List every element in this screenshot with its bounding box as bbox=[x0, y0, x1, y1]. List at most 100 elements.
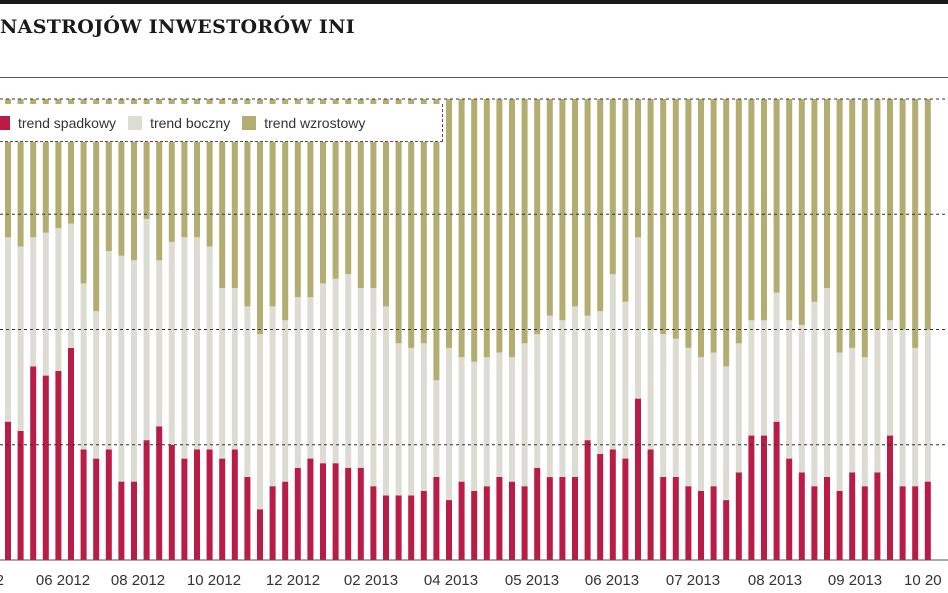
bar-boczny bbox=[622, 301, 629, 459]
bar-wzrostowy bbox=[471, 99, 478, 362]
bar-boczny bbox=[685, 347, 692, 487]
bar-spadkowy bbox=[572, 477, 578, 560]
bar-boczny bbox=[408, 347, 415, 496]
x-tick-label: 10 20 bbox=[904, 572, 942, 589]
legend-label-spadkowy: trend spadkowy bbox=[18, 114, 117, 131]
bar-spadkowy bbox=[370, 486, 377, 560]
bar-boczny bbox=[383, 306, 389, 496]
bar-spadkowy bbox=[5, 421, 11, 560]
bar-boczny bbox=[307, 297, 314, 459]
bar-boczny bbox=[559, 320, 566, 477]
bar-boczny bbox=[320, 283, 326, 464]
bar-boczny bbox=[181, 237, 188, 459]
bar-spadkowy bbox=[509, 481, 515, 560]
bar-spadkowy bbox=[420, 490, 427, 560]
bar-boczny bbox=[433, 380, 440, 477]
bar-wzrostowy bbox=[68, 99, 74, 224]
bar-boczny bbox=[748, 320, 755, 436]
bar-wzrostowy bbox=[924, 99, 931, 330]
bar-wzrostowy bbox=[622, 99, 629, 302]
bar-spadkowy bbox=[735, 472, 742, 560]
bar-wzrostowy bbox=[887, 99, 893, 321]
bar-wzrostowy bbox=[357, 99, 364, 288]
bar-spadkowy bbox=[433, 477, 440, 560]
legend-swatch-wzrostowy bbox=[242, 115, 257, 130]
x-tick-label: 04 2013 bbox=[424, 572, 478, 589]
bar-wzrostowy bbox=[735, 99, 742, 344]
bar-wzrostowy bbox=[710, 99, 717, 353]
bar-spadkowy bbox=[836, 490, 843, 560]
bar-spadkowy bbox=[345, 467, 352, 560]
bar-boczny bbox=[55, 228, 62, 371]
bar-wzrostowy bbox=[42, 99, 49, 233]
bar-wzrostowy bbox=[509, 99, 515, 358]
bar-wzrostowy bbox=[786, 99, 793, 321]
bar-spadkowy bbox=[899, 486, 906, 560]
bar-boczny bbox=[17, 246, 24, 431]
bar-boczny bbox=[458, 357, 465, 482]
bar-spadkowy bbox=[609, 449, 616, 560]
legend-label-boczny: trend boczny bbox=[150, 114, 231, 131]
bar-wzrostowy bbox=[80, 99, 87, 284]
bar-boczny bbox=[68, 223, 74, 348]
bar-wzrostowy bbox=[912, 99, 919, 348]
bar-boczny bbox=[420, 343, 427, 491]
bar-boczny bbox=[30, 237, 37, 367]
bar-spadkowy bbox=[647, 449, 654, 560]
bar-boczny bbox=[80, 283, 87, 450]
bar-spadkowy bbox=[269, 486, 276, 560]
bar-wzrostowy bbox=[55, 99, 62, 229]
bar-boczny bbox=[282, 320, 289, 482]
bar-spadkowy bbox=[68, 347, 74, 560]
bar-spadkowy bbox=[849, 472, 856, 560]
bar-wzrostowy bbox=[698, 99, 704, 358]
bar-spadkowy bbox=[408, 495, 415, 560]
bar-spadkowy bbox=[534, 467, 541, 560]
bar-wzrostowy bbox=[458, 99, 465, 358]
bar-boczny bbox=[584, 315, 591, 441]
bar-wzrostowy bbox=[584, 99, 591, 316]
bar-wzrostowy bbox=[811, 99, 818, 302]
bar-wzrostowy bbox=[30, 99, 37, 238]
bar-boczny bbox=[231, 288, 238, 450]
bar-boczny bbox=[156, 260, 163, 427]
bar-wzrostowy bbox=[597, 99, 604, 312]
bar-spadkowy bbox=[496, 477, 503, 560]
bar-wzrostowy bbox=[660, 99, 667, 335]
bar-boczny bbox=[899, 329, 906, 487]
bar-spadkowy bbox=[307, 458, 314, 560]
bar-boczny bbox=[824, 288, 830, 477]
bar-spadkowy bbox=[685, 486, 692, 560]
bar-boczny bbox=[761, 320, 767, 436]
bar-spadkowy bbox=[672, 477, 679, 560]
bar-wzrostowy bbox=[206, 99, 213, 247]
bar-spadkowy bbox=[93, 458, 100, 560]
legend-label-wzrostowy: trend wzrostowy bbox=[264, 114, 366, 131]
bar-spadkowy bbox=[660, 477, 667, 560]
bar-wzrostowy bbox=[5, 99, 11, 238]
bar-boczny bbox=[546, 315, 553, 478]
bar-spadkowy bbox=[118, 481, 125, 560]
bar-wzrostowy bbox=[408, 99, 415, 348]
bar-spadkowy bbox=[698, 490, 704, 560]
x-tick-label: 06 2013 bbox=[585, 572, 639, 589]
legend: trend spadkowy trend boczny trend wzrost… bbox=[0, 104, 443, 142]
bar-wzrostowy bbox=[105, 99, 112, 252]
title-rule bbox=[0, 77, 948, 78]
bar-boczny bbox=[496, 352, 503, 477]
bar-wzrostowy bbox=[143, 99, 150, 219]
bar-spadkowy bbox=[332, 463, 339, 560]
bar-spadkowy bbox=[622, 458, 629, 560]
bar-boczny bbox=[647, 329, 654, 450]
legend-item-boczny: trend boczny bbox=[128, 115, 230, 131]
bar-spadkowy bbox=[206, 449, 213, 560]
bar-spadkowy bbox=[17, 430, 24, 560]
bar-boczny bbox=[483, 357, 490, 487]
bar-boczny bbox=[370, 288, 377, 487]
legend-swatch-boczny bbox=[128, 115, 143, 130]
x-tick-label: 12 2012 bbox=[266, 572, 320, 589]
bar-boczny bbox=[773, 292, 780, 422]
bar-wzrostowy bbox=[559, 99, 566, 321]
bar-wzrostowy bbox=[446, 99, 452, 348]
bar-wzrostowy bbox=[118, 99, 125, 256]
